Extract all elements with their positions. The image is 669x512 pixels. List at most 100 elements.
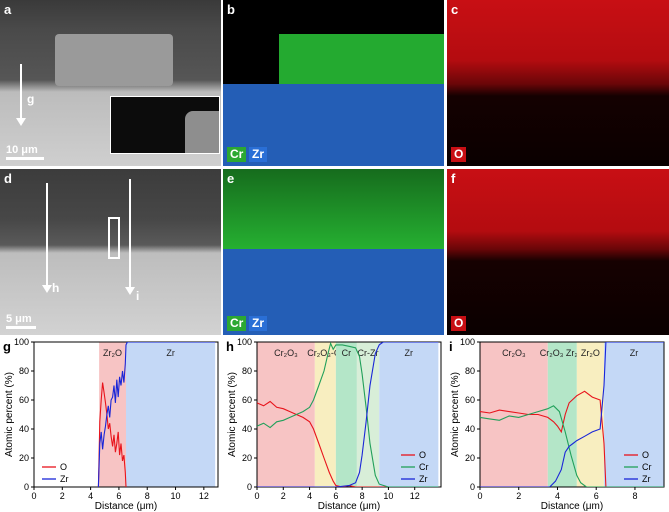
y-axis-label: Atomic percent (%): [227, 372, 238, 457]
arrow-g-head: [16, 118, 26, 126]
legend-label-Zr: Zr: [60, 474, 69, 484]
zone-2: [576, 342, 604, 487]
x-tick-label: 6: [116, 491, 121, 501]
x-tick-label: 8: [632, 491, 637, 501]
coating-layer: [55, 34, 173, 86]
zone-label-4: Zr: [405, 348, 414, 358]
y-tick-label: 0: [24, 482, 29, 492]
zone-label-1: Cr₂O₃-Cr: [307, 348, 343, 358]
tag-cr-b: Cr: [227, 147, 247, 162]
zone-4: [379, 342, 439, 487]
zone-0: [99, 342, 126, 487]
scale-bar-d: 5 μm: [6, 313, 36, 329]
zone-label-1: Cr₂O₃ Zr₂O: [540, 348, 585, 358]
plot-frame: [256, 341, 442, 488]
zone-label-2: Cr: [342, 348, 352, 358]
legend-label-Cr: Cr: [419, 462, 429, 472]
y-axis-label: Atomic percent (%): [4, 372, 15, 457]
panel-label-h: h: [226, 339, 234, 354]
x-tick-label: 4: [307, 491, 312, 501]
zone-0: [257, 342, 315, 487]
x-tick-label: 12: [199, 491, 209, 501]
cr-region: [223, 169, 444, 249]
legend-label-O: O: [60, 462, 67, 472]
panel-label-d: d: [4, 171, 12, 186]
eds-map-b: b Cr Zr: [223, 0, 444, 166]
panel-label-e: e: [227, 171, 235, 186]
panel-label-i: i: [449, 339, 453, 354]
arrow-h-head: [42, 285, 52, 293]
x-axis-label: Distance (μm): [318, 501, 380, 512]
legend-label-Zr: Zr: [419, 474, 428, 484]
sem-image-a: g a 10 μm: [0, 0, 221, 166]
y-axis-label: Atomic percent (%): [450, 372, 461, 457]
marker-box: [108, 217, 120, 259]
arrow-g: [20, 64, 22, 120]
inset-image: [110, 96, 220, 154]
panel-label-a: a: [4, 2, 12, 17]
y-tick-label: 20: [19, 453, 29, 463]
eds-map-e: e Cr Zr: [223, 169, 444, 335]
arrow-i-head: [125, 287, 135, 295]
series-Zr: [257, 342, 439, 487]
y-tick-label: 40: [242, 424, 252, 434]
y-tick-label: 60: [242, 395, 252, 405]
legend-label-O: O: [419, 450, 426, 460]
y-tick-label: 100: [14, 337, 29, 347]
x-tick-label: 4: [88, 491, 93, 501]
arrow-h: [46, 183, 48, 287]
zone-label-0: Cr₂O₃: [274, 348, 298, 358]
x-tick-label: 4: [555, 491, 560, 501]
cr-region: [279, 34, 444, 84]
series-O: [97, 382, 127, 487]
x-tick-label: 8: [360, 491, 365, 501]
y-tick-label: 0: [470, 482, 475, 492]
tag-cr-e: Cr: [227, 316, 247, 331]
y-tick-label: 60: [19, 395, 29, 405]
tag-o-c: O: [451, 147, 467, 162]
tag-o-f: O: [451, 316, 467, 331]
y-tick-label: 0: [247, 482, 252, 492]
y-tick-label: 40: [19, 424, 29, 434]
series-O: [257, 400, 439, 487]
x-tick-label: 12: [410, 491, 420, 501]
sem-image-d: h i d 5 μm: [0, 169, 221, 335]
x-tick-label: 0: [477, 491, 482, 501]
zone-3: [603, 342, 664, 487]
tag-zr-e: Zr: [249, 316, 267, 331]
panel-label-g: g: [3, 339, 11, 354]
zone-label-3: Zr: [630, 348, 639, 358]
zone-1: [126, 342, 216, 487]
zone-label-2: Zr₂O: [581, 348, 600, 358]
y-tick-label: 80: [242, 366, 252, 376]
zone-label-0: Cr₂O₃: [502, 348, 526, 358]
panel-label-f: f: [451, 171, 456, 186]
eds-map-f: f O: [447, 169, 669, 335]
x-tick-label: 2: [60, 491, 65, 501]
zone-label-1: Zr: [166, 348, 175, 358]
arrow-label-g: g: [27, 92, 35, 106]
tag-zr-b: Zr: [249, 147, 267, 162]
panel-label-c: c: [451, 2, 459, 17]
series-Zr: [480, 342, 664, 487]
chart-g: Zr₂O Zr 0 2 4 6 8 10 12 0 20 40 60 80 100 Distance (μm)…: [3, 337, 219, 512]
arrow-i: [129, 179, 131, 289]
x-tick-label: 6: [594, 491, 599, 501]
legend-label-Cr: Cr: [642, 462, 652, 472]
series-O: [480, 390, 664, 487]
x-tick-label: 0: [31, 491, 36, 501]
series-Cr: [480, 405, 664, 487]
series-Zr: [97, 342, 216, 487]
x-tick-label: 2: [516, 491, 521, 501]
y-tick-label: 60: [465, 395, 475, 405]
panel-label-b: b: [227, 2, 235, 17]
y-tick-label: 80: [465, 366, 475, 376]
y-tick-label: 20: [242, 453, 252, 463]
y-tick-label: 40: [465, 424, 475, 434]
x-tick-label: 10: [171, 491, 181, 501]
y-tick-label: 100: [237, 337, 252, 347]
arrow-label-h: h: [52, 281, 60, 295]
